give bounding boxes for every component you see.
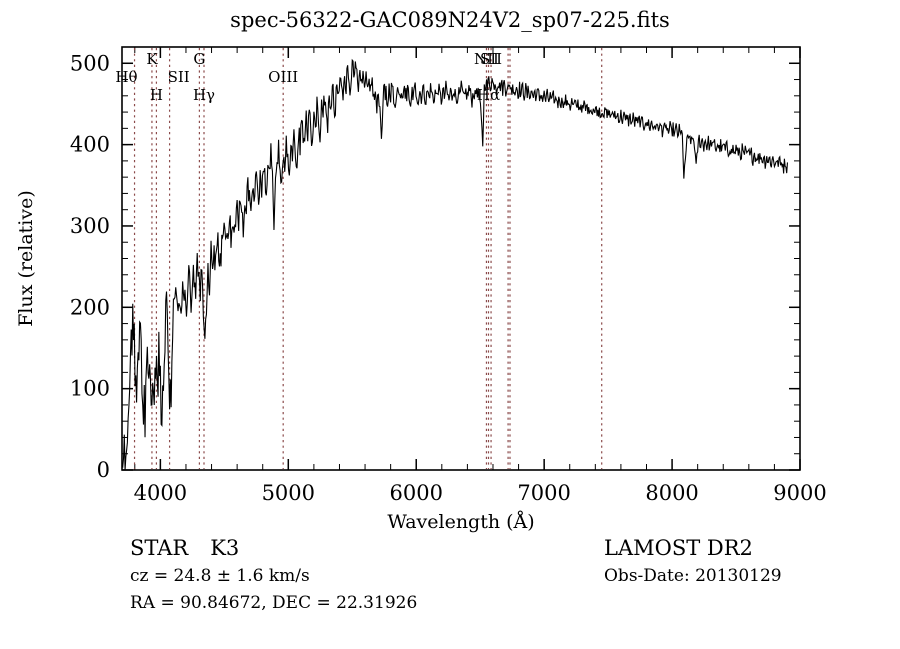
object-type-label: STAR — [130, 536, 189, 560]
minor-ticks — [122, 46, 801, 471]
object-type-line: STAR K3 — [130, 533, 417, 563]
y-tick-label: 0 — [97, 458, 110, 482]
marker-label: K — [146, 50, 158, 68]
x-tick-label: 8000 — [645, 481, 698, 505]
redshift-line: cz = 24.8 ± 1.6 km/s — [130, 566, 310, 586]
y-tick-label: 400 — [70, 133, 110, 157]
marker-label: SII — [480, 50, 502, 68]
y-tick-label: 200 — [70, 295, 110, 319]
y-tick-label: 100 — [70, 377, 110, 401]
spectral-class-label: K3 — [210, 536, 240, 560]
obs-date-line: Obs-Date: 20130129 — [604, 566, 782, 586]
marker-label: Hα — [477, 86, 500, 104]
spectrum-trace — [122, 58, 789, 470]
y-tick-label: 500 — [70, 51, 110, 75]
x-tick-label: 9000 — [773, 481, 826, 505]
marker-label: SII — [168, 68, 190, 86]
page-title: spec-56322-GAC089N24V2_sp07-225.fits — [230, 8, 670, 32]
coordinates-line: RA = 90.84672, DEC = 22.31926 — [130, 593, 418, 613]
spectrum-trace-group — [122, 58, 789, 470]
y-axis-title: Flux (relative) — [15, 190, 37, 327]
x-tick-label: 6000 — [389, 481, 442, 505]
marker-label: H — [150, 86, 163, 104]
marker-label: Hθ — [115, 68, 137, 86]
marker-label: NII — [474, 50, 499, 68]
spectral-marker-lines — [133, 48, 603, 469]
object-info-block: STAR K3 cz = 24.8 ± 1.6 km/s RA = 90.8467… — [130, 533, 417, 617]
survey-info-block: LAMOST DR2 Obs-Date: 20130129 — [604, 533, 782, 590]
y-tick-label: 300 — [70, 214, 110, 238]
plot-frame — [121, 46, 801, 471]
marker-label: OIII — [268, 68, 298, 86]
major-ticks — [122, 47, 801, 471]
x-tick-label: 5000 — [262, 481, 315, 505]
marker-label: G — [193, 50, 205, 68]
x-axis-title: Wavelength (Å) — [387, 511, 534, 533]
survey-label: LAMOST DR2 — [604, 536, 753, 560]
x-tick-label: 4000 — [134, 481, 187, 505]
marker-label: Hγ — [193, 86, 215, 104]
x-tick-label: 7000 — [517, 481, 570, 505]
